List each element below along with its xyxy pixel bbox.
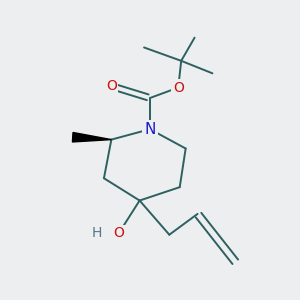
Text: O: O [113, 226, 124, 240]
Text: O: O [106, 79, 117, 93]
Text: H: H [91, 226, 102, 240]
Polygon shape [72, 133, 111, 142]
Text: O: O [173, 81, 184, 94]
Text: N: N [144, 122, 156, 137]
